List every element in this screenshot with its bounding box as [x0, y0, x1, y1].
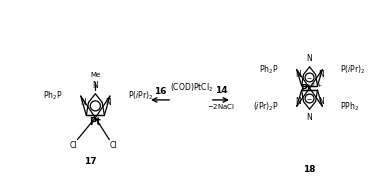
Text: N: N: [80, 98, 86, 107]
Text: N: N: [318, 97, 324, 106]
Text: N: N: [105, 98, 111, 107]
Text: 18: 18: [303, 165, 316, 174]
Text: Ph$_2$P: Ph$_2$P: [259, 63, 279, 76]
Text: N: N: [307, 54, 312, 63]
Text: Me: Me: [90, 72, 100, 78]
Text: P($i$Pr)$_2$: P($i$Pr)$_2$: [128, 90, 153, 102]
Text: Pt$^{2+}$: Pt$^{2+}$: [300, 82, 323, 94]
Text: $-$: $-$: [306, 75, 313, 80]
Text: N: N: [318, 70, 324, 79]
Text: Cl: Cl: [109, 141, 117, 150]
Text: N: N: [295, 97, 301, 106]
Text: 16: 16: [154, 87, 166, 96]
Text: ($i$Pr)$_2$P: ($i$Pr)$_2$P: [253, 100, 279, 113]
Text: P($i$Pr)$_2$: P($i$Pr)$_2$: [340, 63, 366, 76]
Text: N: N: [307, 113, 312, 122]
Text: $-$2NaCl: $-$2NaCl: [207, 102, 235, 111]
Text: Ph$_2$P: Ph$_2$P: [43, 90, 63, 102]
Text: N: N: [295, 70, 301, 79]
Text: $-$: $-$: [306, 96, 313, 101]
Text: Pt: Pt: [89, 117, 101, 127]
Text: 14: 14: [215, 87, 227, 95]
Text: (COD)PtCl$_2$: (COD)PtCl$_2$: [170, 82, 214, 94]
Text: PPh$_2$: PPh$_2$: [340, 100, 359, 113]
Text: N: N: [92, 81, 98, 90]
Text: 17: 17: [84, 157, 97, 166]
Text: Cl: Cl: [70, 141, 77, 150]
